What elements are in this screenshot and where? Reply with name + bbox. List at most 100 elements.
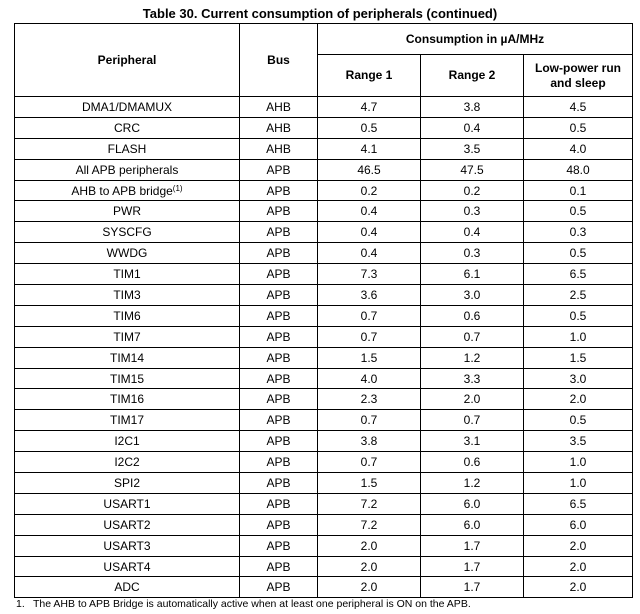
consumption-table: Peripheral Bus Consumption in µA/MHz Ran… <box>14 23 634 599</box>
bus-cell: APB <box>239 388 318 411</box>
range1-cell: 2.0 <box>317 576 421 599</box>
table-row: TIM1 APB 7.3 6.1 6.5 <box>14 263 634 286</box>
range2-cell: 3.0 <box>420 284 524 306</box>
bus-cell: APB <box>239 263 318 286</box>
table-body: DMA1/DMAMUX AHB 4.7 3.8 4.5 CRC AHB 0.5 0.4 0.5 FL… <box>14 96 634 599</box>
peripheral-name: WWDG <box>106 246 148 261</box>
range2-cell: 0.4 <box>420 116 524 139</box>
range2-cell: 1.7 <box>420 555 524 578</box>
peripheral-name: TIM14 <box>109 350 144 365</box>
range2-cell: 0.2 <box>420 179 524 202</box>
bus-cell: APB <box>239 284 318 306</box>
low-power-cell: 2.0 <box>522 555 634 578</box>
peripheral-cell: TIM7 <box>14 325 240 348</box>
table-row: USART2 APB 7.2 6.0 6.0 <box>14 513 634 536</box>
bus-cell: APB <box>239 158 318 181</box>
peripheral-name: TIM16 <box>109 392 144 407</box>
range1-cell: 0.5 <box>317 116 421 139</box>
peripheral-cell: SYSCFG <box>14 221 240 244</box>
table-row: USART3 APB 2.0 1.7 2.0 <box>14 534 634 557</box>
range2-cell: 0.4 <box>420 221 524 244</box>
range2-cell: 3.1 <box>420 430 524 453</box>
low-power-cell: 0.3 <box>522 221 634 244</box>
peripheral-cell: I2C1 <box>14 430 240 453</box>
peripheral-name: USART1 <box>103 496 151 511</box>
low-power-cell: 1.0 <box>522 451 634 474</box>
peripheral-cell: PWR <box>14 200 240 223</box>
peripheral-cell: TIM17 <box>14 409 240 432</box>
peripheral-cell: WWDG <box>14 242 240 265</box>
header-low-power-line2: and sleep <box>550 75 606 90</box>
peripheral-cell: USART3 <box>14 534 240 557</box>
range1-cell: 0.7 <box>317 451 421 474</box>
bus-cell: APB <box>239 492 318 515</box>
bus-cell: APB <box>239 472 318 494</box>
table-row: DMA1/DMAMUX AHB 4.7 3.8 4.5 <box>14 96 634 118</box>
low-power-cell: 1.0 <box>522 325 634 348</box>
range1-cell: 7.3 <box>317 263 421 286</box>
table-row: CRC AHB 0.5 0.4 0.5 <box>14 116 634 139</box>
header-range2: Range 2 <box>420 54 524 97</box>
range2-cell: 6.0 <box>420 492 524 515</box>
bus-cell: APB <box>239 221 318 244</box>
footnote-number: 1. <box>16 598 25 610</box>
table-row: TIM6 APB 0.7 0.6 0.5 <box>14 304 634 327</box>
peripheral-name: USART3 <box>103 538 151 553</box>
peripheral-cell: USART4 <box>14 555 240 578</box>
table-row: AHB to APB bridge(1) APB 0.2 0.2 0.1 <box>14 179 634 202</box>
peripheral-name: I2C2 <box>114 455 140 470</box>
range2-cell: 0.3 <box>420 242 524 265</box>
table-header: Peripheral Bus Consumption in µA/MHz Ran… <box>14 23 634 97</box>
low-power-cell: 0.5 <box>522 116 634 139</box>
bus-cell: APB <box>239 513 318 536</box>
peripheral-cell: ADC <box>14 576 240 599</box>
low-power-cell: 2.0 <box>522 388 634 411</box>
low-power-cell: 48.0 <box>522 158 634 181</box>
bus-cell: APB <box>239 409 318 432</box>
header-low-power-line1: Low-power run <box>535 60 621 75</box>
header-low-power: Low-power run and sleep <box>522 54 634 97</box>
range1-cell: 4.1 <box>317 137 421 160</box>
range2-cell: 0.3 <box>420 200 524 223</box>
low-power-cell: 6.0 <box>522 513 634 536</box>
range1-cell: 7.2 <box>317 513 421 536</box>
low-power-cell: 2.0 <box>522 576 634 599</box>
peripheral-cell: TIM15 <box>14 367 240 390</box>
peripheral-name: USART4 <box>103 559 151 574</box>
peripheral-name: I2C1 <box>114 434 140 449</box>
range1-cell: 2.3 <box>317 388 421 411</box>
range2-cell: 1.7 <box>420 576 524 599</box>
range1-cell: 7.2 <box>317 492 421 515</box>
bus-cell: APB <box>239 346 318 369</box>
bus-cell: AHB <box>239 116 318 139</box>
peripheral-name: TIM15 <box>109 371 144 386</box>
peripheral-cell: USART2 <box>14 513 240 536</box>
bus-cell: APB <box>239 325 318 348</box>
peripheral-cell: I2C2 <box>14 451 240 474</box>
low-power-cell: 0.5 <box>522 409 634 432</box>
table-row: PWR APB 0.4 0.3 0.5 <box>14 200 634 223</box>
range1-cell: 0.7 <box>317 304 421 327</box>
bus-cell: AHB <box>239 137 318 160</box>
peripheral-name: TIM6 <box>113 308 141 323</box>
range2-cell: 47.5 <box>420 158 524 181</box>
low-power-cell: 4.0 <box>522 137 634 160</box>
range1-cell: 0.4 <box>317 200 421 223</box>
bus-cell: APB <box>239 576 318 599</box>
table-row: TIM15 APB 4.0 3.3 3.0 <box>14 367 634 390</box>
low-power-cell: 2.5 <box>522 284 634 306</box>
table-row: WWDG APB 0.4 0.3 0.5 <box>14 242 634 265</box>
range2-cell: 0.6 <box>420 451 524 474</box>
footnote: 1. The AHB to APB Bridge is automatically… <box>16 598 471 611</box>
peripheral-cell: CRC <box>14 116 240 139</box>
peripheral-cell: TIM3 <box>14 284 240 306</box>
table-row: TIM3 APB 3.6 3.0 2.5 <box>14 284 634 306</box>
range2-cell: 6.1 <box>420 263 524 286</box>
peripheral-cell: TIM6 <box>14 304 240 327</box>
table-row: SPI2 APB 1.5 1.2 1.0 <box>14 472 634 494</box>
footnote-ref: (1) <box>172 183 183 193</box>
table-row: TIM14 APB 1.5 1.2 1.5 <box>14 346 634 369</box>
peripheral-name: ADC <box>114 580 140 595</box>
bus-cell: APB <box>239 179 318 202</box>
header-consumption: Consumption in µA/MHz <box>316 23 634 55</box>
